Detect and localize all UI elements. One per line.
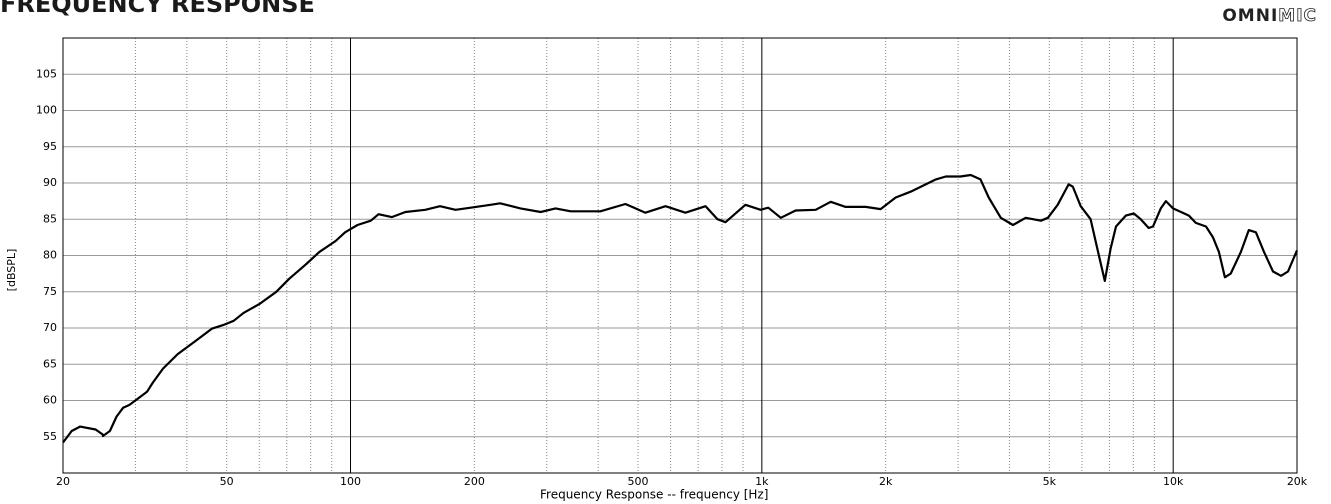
x-axis-label: Frequency Response -- frequency [Hz]	[540, 488, 768, 502]
x-tick-label: 1k	[755, 475, 769, 488]
y-tick-label: 105	[36, 67, 57, 80]
y-axis-label: [dBSPL]	[5, 249, 18, 292]
logo: OMNIMIC	[1222, 6, 1317, 26]
x-tick-label: 20	[56, 475, 70, 488]
y-tick-label: 90	[43, 176, 57, 189]
x-tick-label: 500	[628, 475, 649, 488]
chart-title: FREQUENCY RESPONSE	[0, 0, 315, 18]
x-tick-label: 2k	[879, 475, 893, 488]
y-tick-label: 55	[43, 430, 57, 443]
y-tick-label: 60	[43, 394, 57, 407]
x-tick-label: 20k	[1287, 475, 1308, 488]
y-tick-label: 95	[43, 140, 57, 153]
y-tick-label: 65	[43, 357, 57, 370]
x-tick-label: 10k	[1163, 475, 1184, 488]
y-tick-label: 80	[43, 249, 57, 262]
x-tick-label: 5k	[1043, 475, 1057, 488]
y-tick-label: 70	[43, 321, 57, 334]
y-tick-label: 75	[43, 285, 57, 298]
plot-frame	[62, 37, 1298, 474]
logo-bold: OMNI	[1222, 6, 1278, 26]
x-tick-label: 100	[340, 475, 361, 488]
response-line	[62, 173, 1299, 444]
y-tick-label: 85	[43, 212, 57, 225]
x-tick-label: 50	[220, 475, 234, 488]
logo-outline: MIC	[1278, 6, 1317, 26]
x-tick-label: 200	[464, 475, 485, 488]
y-tick-label: 100	[36, 104, 57, 117]
